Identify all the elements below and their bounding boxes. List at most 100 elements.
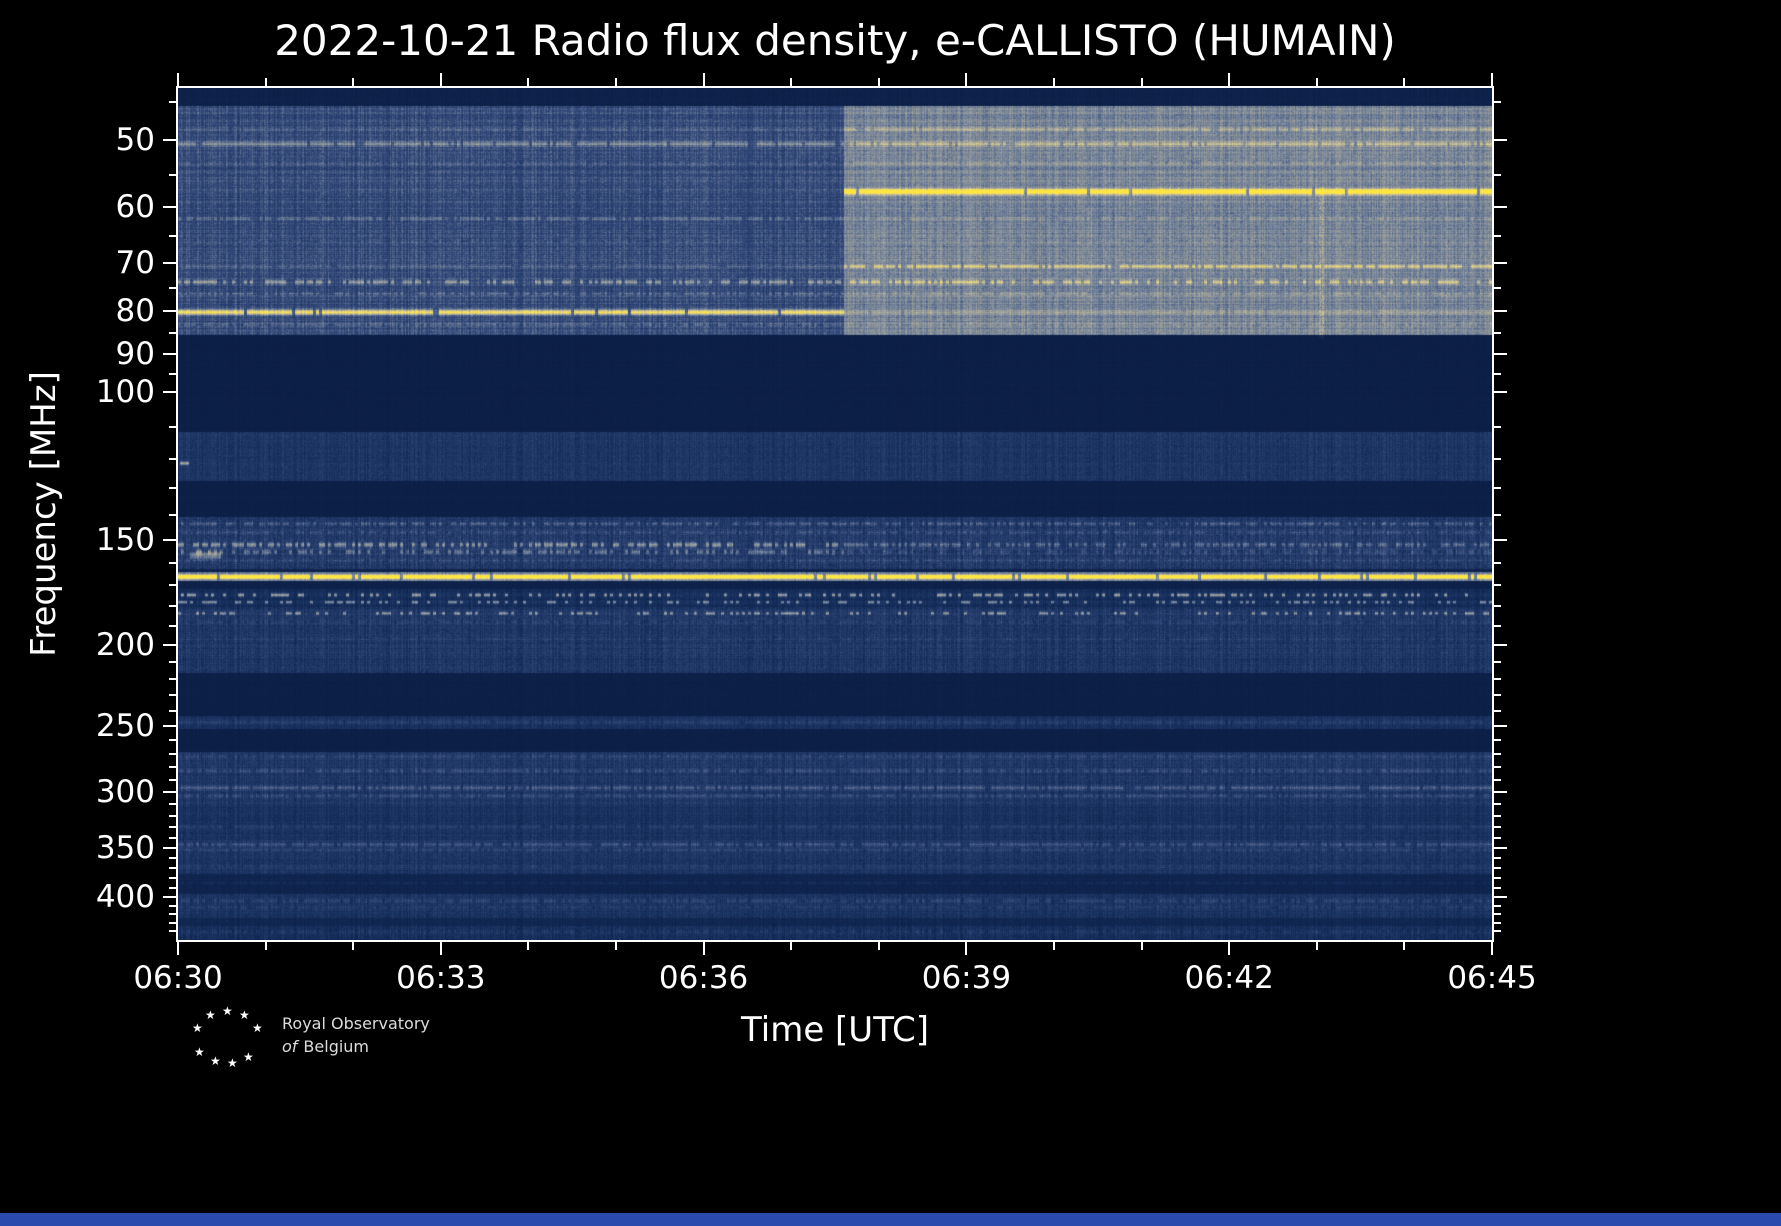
y-tick-minor-right — [1494, 426, 1501, 429]
y-tick-minor-right — [1494, 739, 1501, 742]
y-tick-minor — [169, 624, 176, 627]
y-tick-label: 400 — [95, 878, 155, 915]
y-tick-minor-right — [1494, 922, 1501, 925]
x-tick-major — [965, 942, 968, 955]
y-tick-major — [163, 310, 176, 313]
y-tick-minor — [169, 836, 176, 839]
y-tick-minor — [169, 286, 176, 289]
y-tick-minor — [169, 584, 176, 587]
y-tick-minor-right — [1494, 904, 1501, 907]
x-axis-label: Time [UTC] — [741, 1010, 929, 1050]
y-tick-label: 350 — [95, 830, 155, 867]
y-tick-minor-right — [1494, 174, 1501, 176]
y-tick-minor-right — [1494, 234, 1501, 237]
y-tick-minor — [169, 457, 176, 460]
x-tick-minor — [615, 942, 617, 950]
x-tick-minor — [877, 942, 880, 950]
logo-text-belgium: Belgium — [303, 1037, 370, 1056]
y-tick-label: 50 — [115, 122, 155, 159]
y-tick-major — [163, 205, 176, 208]
y-tick-major-right — [1494, 643, 1507, 646]
y-tick-label: 250 — [95, 707, 155, 744]
y-tick-minor-right — [1494, 857, 1501, 860]
x-tick-label: 06:30 — [133, 960, 223, 996]
y-tick-minor-right — [1494, 605, 1501, 608]
y-tick-minor-right — [1494, 661, 1501, 664]
y-tick-minor — [169, 803, 176, 806]
x-tick-minor-top — [352, 78, 355, 86]
y-tick-major-right — [1494, 538, 1507, 541]
y-tick-minor-right — [1494, 101, 1501, 103]
x-tick-major-top — [965, 73, 968, 86]
star-icon: ★ — [210, 1054, 221, 1068]
y-tick-major-right — [1494, 261, 1507, 264]
star-icon: ★ — [192, 1021, 203, 1035]
y-tick-minor — [169, 694, 176, 697]
star-icon: ★ — [222, 1004, 233, 1018]
star-icon: ★ — [252, 1021, 263, 1035]
y-tick-minor-right — [1494, 886, 1501, 889]
y-tick-minor — [169, 886, 176, 889]
x-tick-minor — [1315, 942, 1318, 950]
x-tick-minor-top — [1140, 78, 1143, 86]
y-axis-label: Frequency [MHz] — [24, 371, 64, 657]
x-tick-minor-top — [264, 78, 267, 86]
logo-text-of: of — [282, 1037, 298, 1056]
y-tick-major — [163, 895, 176, 898]
y-tick-minor — [169, 426, 176, 429]
y-tick-minor-right — [1494, 877, 1501, 880]
spectrogram-canvas — [178, 88, 1492, 940]
y-tick-major — [163, 353, 176, 356]
star-icon: ★ — [243, 1050, 254, 1064]
y-tick-major — [163, 643, 176, 646]
star-icon: ★ — [194, 1045, 205, 1059]
y-tick-minor-right — [1494, 486, 1501, 489]
x-tick-major — [177, 942, 179, 955]
y-tick-minor — [169, 234, 176, 237]
y-tick-minor-right — [1494, 584, 1501, 587]
y-tick-minor — [169, 372, 176, 375]
y-tick-minor — [169, 739, 176, 742]
y-tick-minor-right — [1494, 814, 1501, 817]
y-tick-minor-right — [1494, 803, 1501, 806]
x-tick-minor — [790, 942, 793, 950]
star-icon: ★ — [239, 1008, 250, 1022]
x-tick-label: 06:45 — [1447, 960, 1537, 996]
x-tick-label: 06:36 — [658, 960, 749, 996]
y-tick-minor — [169, 825, 176, 828]
x-tick-major-top — [1228, 73, 1231, 86]
y-tick-minor — [169, 101, 176, 103]
y-tick-minor-right — [1494, 930, 1501, 933]
y-tick-label: 300 — [95, 774, 155, 811]
y-tick-minor — [169, 752, 176, 755]
y-tick-minor-right — [1494, 332, 1501, 335]
x-tick-minor-top — [615, 78, 617, 86]
x-tick-minor — [1053, 942, 1055, 950]
y-tick-major-right — [1494, 847, 1507, 850]
x-tick-minor-top — [790, 78, 793, 86]
y-tick-label: 200 — [95, 626, 155, 663]
y-tick-minor-right — [1494, 624, 1501, 627]
y-tick-minor-right — [1494, 867, 1501, 870]
x-tick-major — [702, 942, 705, 955]
y-tick-label: 100 — [95, 374, 155, 411]
x-tick-label: 06:39 — [921, 960, 1012, 996]
y-tick-major-right — [1494, 353, 1507, 356]
x-tick-minor — [1403, 942, 1406, 950]
y-tick-minor-right — [1494, 778, 1501, 781]
y-tick-minor-right — [1494, 513, 1501, 516]
y-tick-major — [163, 391, 176, 394]
y-tick-minor — [169, 605, 176, 608]
y-tick-minor — [169, 877, 176, 880]
x-tick-minor — [264, 942, 267, 950]
y-tick-minor — [169, 867, 176, 870]
x-tick-minor-top — [1053, 78, 1055, 86]
y-tick-major-right — [1494, 724, 1507, 727]
chart-title: 2022-10-21 Radio flux density, e-CALLIST… — [274, 16, 1396, 65]
y-tick-label: 70 — [115, 244, 155, 281]
y-tick-minor — [169, 562, 176, 565]
y-tick-minor-right — [1494, 825, 1501, 828]
x-tick-major-top — [1491, 73, 1493, 86]
y-tick-minor — [169, 766, 176, 768]
y-tick-major — [163, 538, 176, 541]
